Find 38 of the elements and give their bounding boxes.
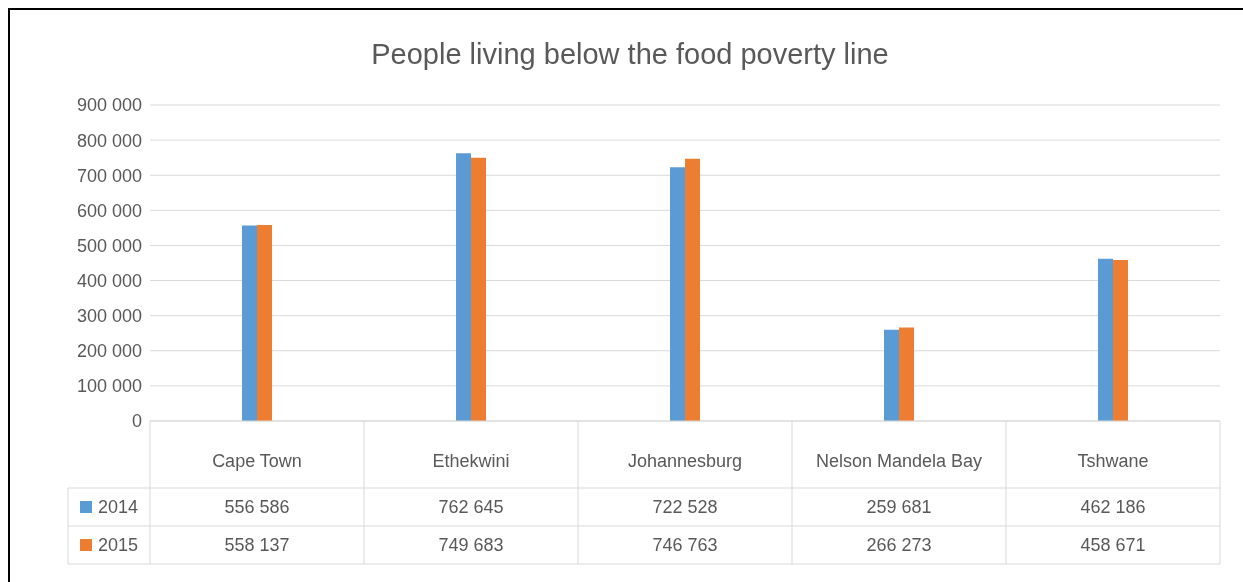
data-label: 722 528 [651, 495, 719, 519]
y-tick-label: 200 000 [76, 341, 142, 362]
y-tick-label: 500 000 [76, 235, 142, 256]
bar [471, 157, 487, 421]
bar [456, 153, 472, 421]
data-label: 558 137 [223, 533, 291, 557]
bar [1113, 259, 1129, 421]
y-tick-label: 300 000 [76, 306, 142, 327]
bar [1098, 258, 1114, 421]
data-label: 556 586 [223, 495, 291, 519]
bar [899, 327, 915, 421]
bar [685, 158, 701, 421]
x-tick-label: Johannesburg [627, 451, 743, 472]
x-tick-label: Cape Town [212, 451, 302, 472]
data-label: 749 683 [437, 533, 505, 557]
bar [242, 225, 258, 421]
data-label: 259 681 [865, 495, 933, 519]
y-tick-label: 0 [131, 411, 142, 432]
data-label: 462 186 [1079, 495, 1147, 519]
y-tick-label: 600 000 [76, 200, 142, 221]
data-label: 746 763 [651, 533, 719, 557]
bar [257, 225, 273, 421]
bar [884, 329, 900, 421]
y-tick-label: 700 000 [76, 165, 142, 186]
data-label: 762 645 [437, 495, 505, 519]
chart-title: People living below the food poverty line [370, 38, 890, 71]
legend-label: 2014 [97, 496, 139, 518]
y-tick-label: 400 000 [76, 270, 142, 291]
x-tick-label: Ethekwini [432, 451, 510, 472]
bar [670, 167, 686, 421]
y-tick-label: 800 000 [76, 130, 142, 151]
legend-label: 2015 [97, 534, 139, 556]
data-label: 458 671 [1079, 533, 1147, 557]
data-label: 266 273 [865, 533, 933, 557]
y-tick-label: 100 000 [76, 376, 142, 397]
y-tick-label: 900 000 [76, 95, 142, 116]
x-tick-label: Tshwane [1077, 451, 1149, 472]
x-tick-label: Nelson Mandela Bay [815, 451, 983, 472]
